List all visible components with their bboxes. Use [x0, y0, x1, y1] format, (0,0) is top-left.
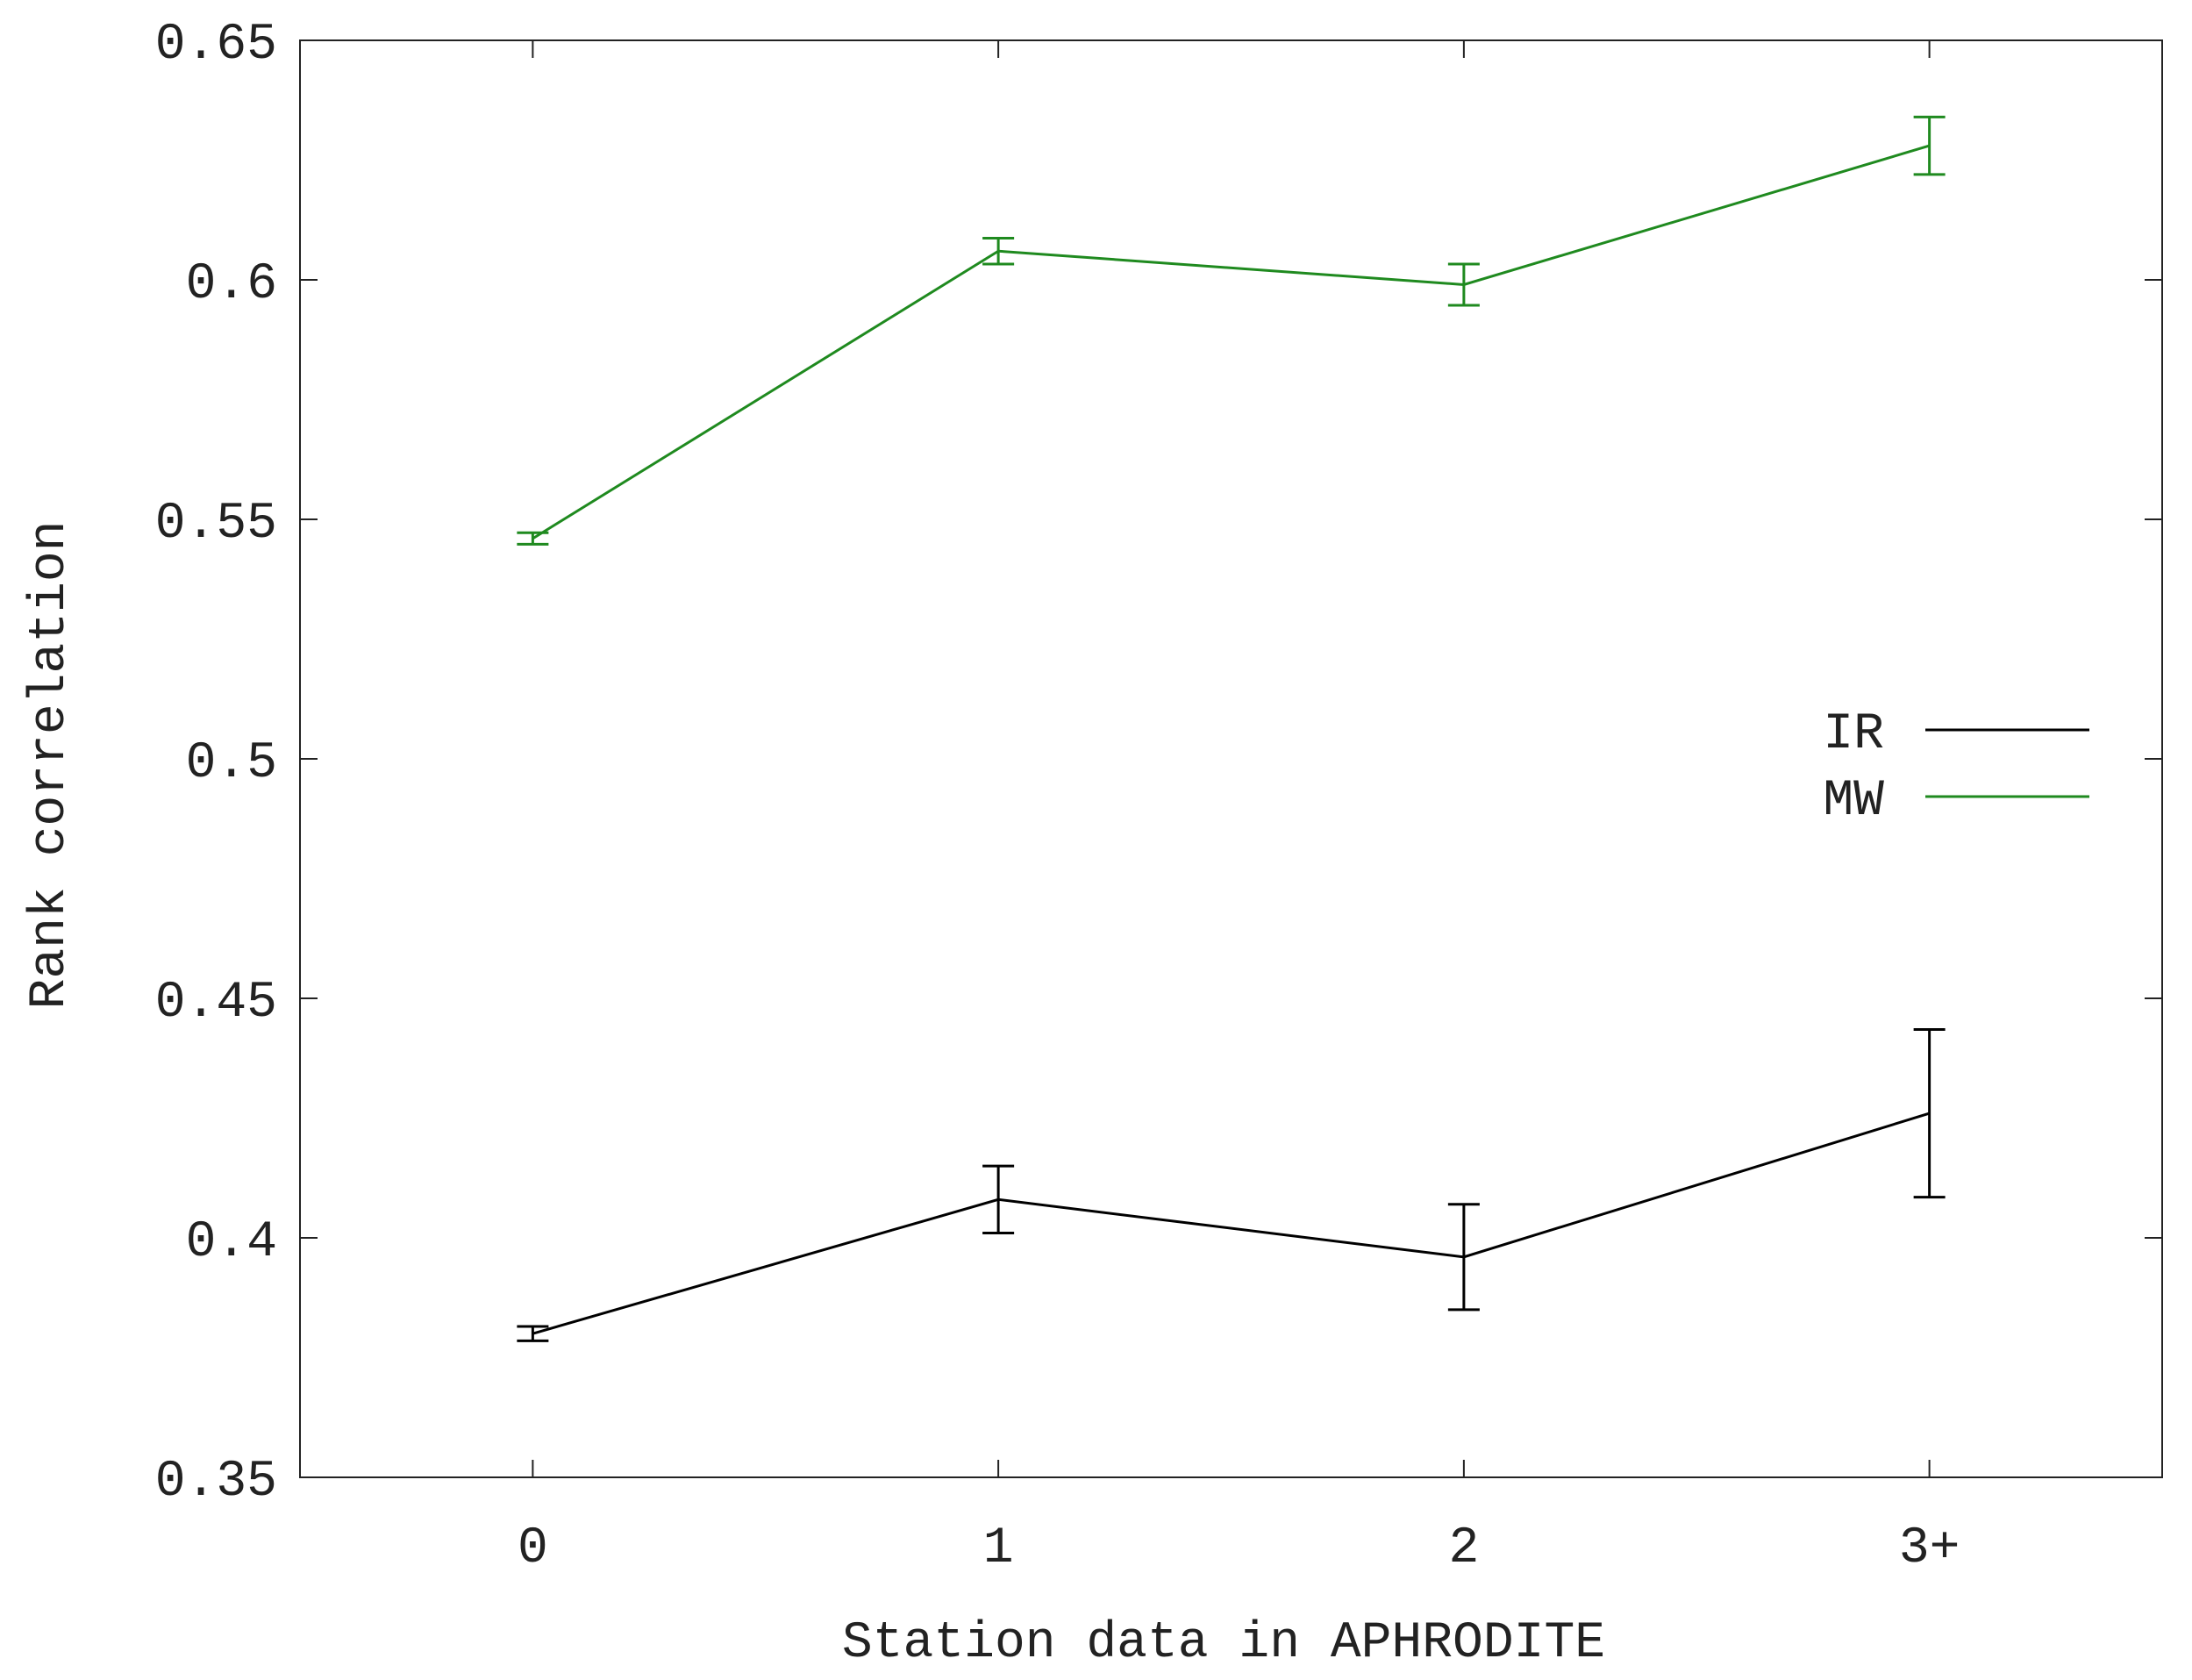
x-tick-label: 2 — [1448, 1520, 1479, 1577]
error-bar-mw — [982, 236, 1015, 266]
error-bar-ir — [982, 1164, 1015, 1235]
legend: IR MW — [1823, 706, 2089, 830]
series-ir — [517, 1027, 1946, 1342]
series-layer — [517, 115, 1946, 1342]
y-tick-label: 0.65 — [155, 17, 277, 74]
error-bar-mw — [1913, 115, 1946, 176]
y-tick-label: 0.35 — [155, 1454, 277, 1511]
y-tick-label: 0.4 — [186, 1214, 277, 1271]
x-tick-label: 0 — [518, 1520, 548, 1577]
legend-label-ir: IR — [1823, 706, 1884, 763]
series-mw — [517, 115, 1946, 546]
series-line-ir — [532, 1112, 1931, 1335]
x-tick-label: 3+ — [1899, 1520, 1960, 1577]
x-tick-label: 1 — [983, 1520, 1014, 1577]
error-bar-ir — [517, 1325, 549, 1342]
series-line-mw — [532, 144, 1931, 540]
error-bar-mw — [1447, 262, 1480, 307]
error-bar-mw — [517, 531, 549, 546]
y-tick-label: 0.6 — [186, 256, 277, 313]
axes-layer: 0.35 0.4 0.45 0.5 0.55 0.6 0.65 0 1 2 3+ — [155, 17, 2163, 1577]
y-tick-label: 0.55 — [155, 496, 277, 553]
y-tick-label: 0.5 — [186, 735, 277, 792]
y-tick-label: 0.45 — [155, 975, 277, 1032]
error-bar-ir — [1447, 1203, 1480, 1312]
x-axis-label: Station data in APHRODITE — [842, 1615, 1605, 1672]
error-bar-ir — [1913, 1027, 1946, 1199]
legend-label-mw: MW — [1823, 773, 1884, 830]
y-axis-label: Rank correlation — [22, 521, 79, 1010]
